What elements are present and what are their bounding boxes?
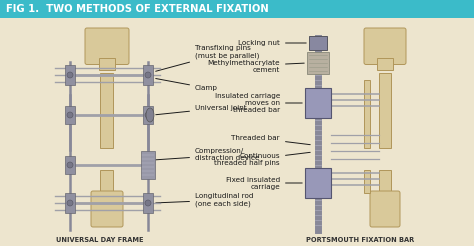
FancyBboxPatch shape bbox=[370, 191, 400, 227]
Text: Clamp: Clamp bbox=[156, 78, 218, 91]
FancyBboxPatch shape bbox=[364, 28, 406, 64]
Bar bbox=[379, 170, 391, 193]
Text: Locking nut: Locking nut bbox=[238, 40, 306, 46]
Text: Insulated carriage
moves on
threaded bar: Insulated carriage moves on threaded bar bbox=[215, 93, 302, 113]
Bar bbox=[99, 58, 115, 70]
Circle shape bbox=[67, 162, 73, 168]
Circle shape bbox=[145, 72, 151, 78]
Circle shape bbox=[67, 112, 73, 118]
Ellipse shape bbox=[146, 108, 154, 122]
Circle shape bbox=[145, 200, 151, 206]
Text: PORTSMOUTH FIXATION BAR: PORTSMOUTH FIXATION BAR bbox=[306, 237, 414, 243]
FancyBboxPatch shape bbox=[91, 191, 123, 227]
Bar bbox=[379, 73, 391, 148]
Bar bbox=[305, 88, 331, 118]
FancyBboxPatch shape bbox=[85, 28, 129, 64]
Bar bbox=[143, 65, 153, 85]
Text: Compression/
distraction device: Compression/ distraction device bbox=[156, 149, 259, 162]
Text: FIG 1.  TWO METHODS OF EXTERNAL FIXATION: FIG 1. TWO METHODS OF EXTERNAL FIXATION bbox=[6, 4, 269, 14]
Bar bbox=[100, 170, 113, 193]
Bar bbox=[309, 36, 327, 50]
Bar bbox=[100, 73, 113, 148]
Circle shape bbox=[145, 112, 151, 118]
Bar bbox=[65, 193, 75, 213]
Bar bbox=[143, 193, 153, 213]
Bar bbox=[364, 170, 370, 193]
Circle shape bbox=[67, 200, 73, 206]
Bar bbox=[377, 58, 393, 70]
Bar bbox=[65, 106, 75, 124]
Text: Transfixing pins
(must be parallel): Transfixing pins (must be parallel) bbox=[155, 45, 259, 71]
Text: UNIVERSAL DAY FRAME: UNIVERSAL DAY FRAME bbox=[56, 237, 144, 243]
Text: Longitudinal rod
(one each side): Longitudinal rod (one each side) bbox=[156, 193, 254, 207]
Text: Continuous
threaded half pins: Continuous threaded half pins bbox=[214, 152, 310, 167]
Bar bbox=[364, 80, 370, 148]
Text: Fixed insulated
carriage: Fixed insulated carriage bbox=[226, 176, 302, 189]
Text: Methylmethacrylate
cement: Methylmethacrylate cement bbox=[207, 60, 304, 73]
Bar bbox=[141, 151, 155, 179]
Bar bbox=[143, 106, 153, 124]
Bar bbox=[307, 52, 329, 74]
Bar bbox=[65, 65, 75, 85]
Bar bbox=[0, 0, 474, 18]
Bar bbox=[305, 168, 331, 198]
Bar bbox=[65, 156, 75, 174]
Text: Universal joint: Universal joint bbox=[156, 105, 246, 115]
Text: Threaded bar: Threaded bar bbox=[231, 135, 310, 145]
Circle shape bbox=[67, 72, 73, 78]
